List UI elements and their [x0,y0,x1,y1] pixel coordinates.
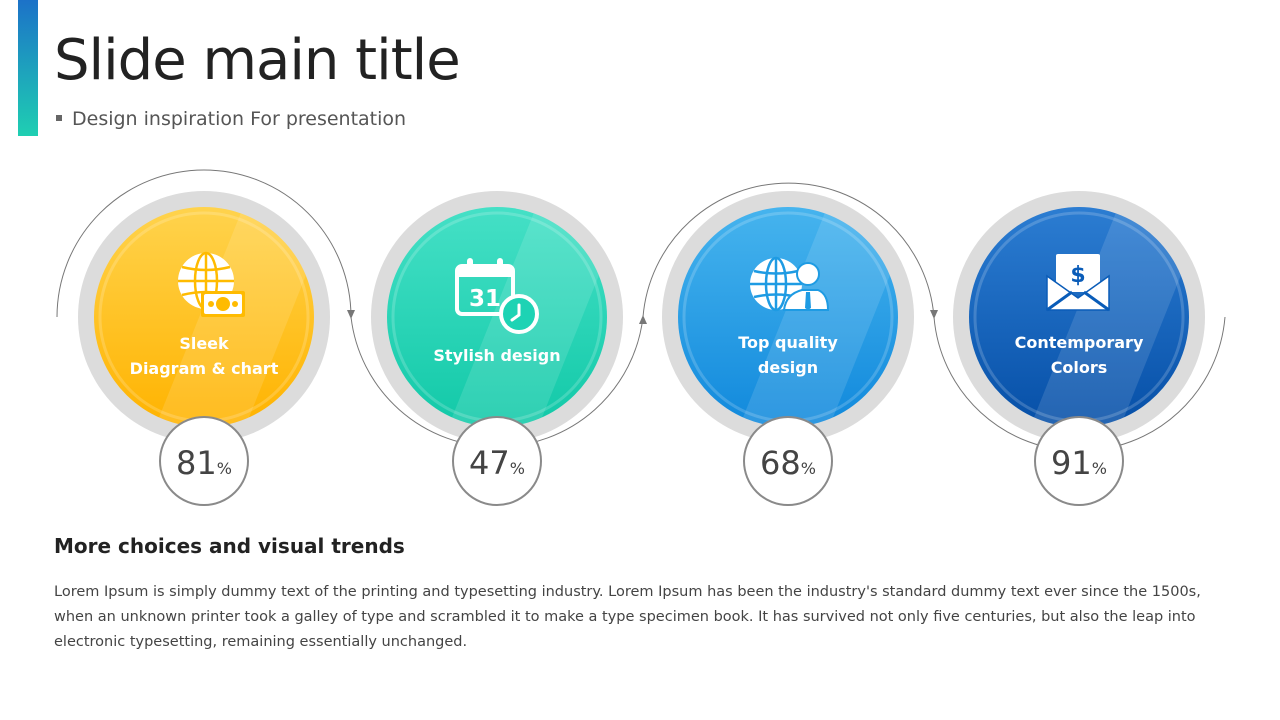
slide-title: Slide main title [54,28,461,93]
percent-value-2: 47 [469,444,510,482]
step-label-1: Sleek Diagram & chart [129,334,279,378]
step-label-2: Stylish design [433,346,561,365]
envelope-dollar-icon: $ [1046,254,1110,312]
globe-money-icon [178,251,245,317]
accent-bar [18,0,38,136]
svg-text:68%: 68% [760,444,816,482]
step-label-3: Top quality design [738,333,838,377]
percent-badge-4: 91% [1034,416,1124,506]
calendar-icon-glyph: 31 [469,286,501,312]
percent-unit-3: % [801,459,816,478]
dollar-icon-glyph: $ [1070,263,1085,288]
connector-arrows [347,310,938,324]
percent-unit-4: % [1092,459,1107,478]
percent-value-3: 68 [760,444,801,482]
slide-subtitle: Design inspiration For presentation [72,108,407,130]
step-circle-4 [953,191,1205,443]
globe-businessman-icon [750,256,830,312]
percent-unit-1: % [217,459,232,478]
percent-badge-1: 81% [159,416,249,506]
percent-badge-2: 47% [452,416,542,506]
connector-arc-3 [642,182,935,318]
step-label-4: Contemporary Colors [1014,333,1144,377]
percent-value-1: 81 [176,444,217,482]
arrow-head-2 [639,315,647,324]
subtitle-bullet [56,114,62,121]
percent-unit-2: % [510,459,525,478]
arrow-head-3 [930,310,938,319]
svg-text:91%: 91% [1051,444,1107,482]
percent-badge-3: 68% [743,416,833,506]
arrow-head-1 [347,310,355,319]
connector-arc-1 [56,169,352,318]
body-paragraph: Lorem Ipsum is simply dummy text of the … [54,584,1201,650]
slide-subtitle-row: Design inspiration For presentation [56,108,406,130]
svg-text:47%: 47% [469,444,525,482]
section-heading: More choices and visual trends [54,534,405,558]
percent-value-4: 91 [1051,444,1092,482]
calendar-clock-icon: 31 [455,258,539,334]
svg-text:81%: 81% [176,444,232,482]
step-circle-3 [662,191,914,443]
